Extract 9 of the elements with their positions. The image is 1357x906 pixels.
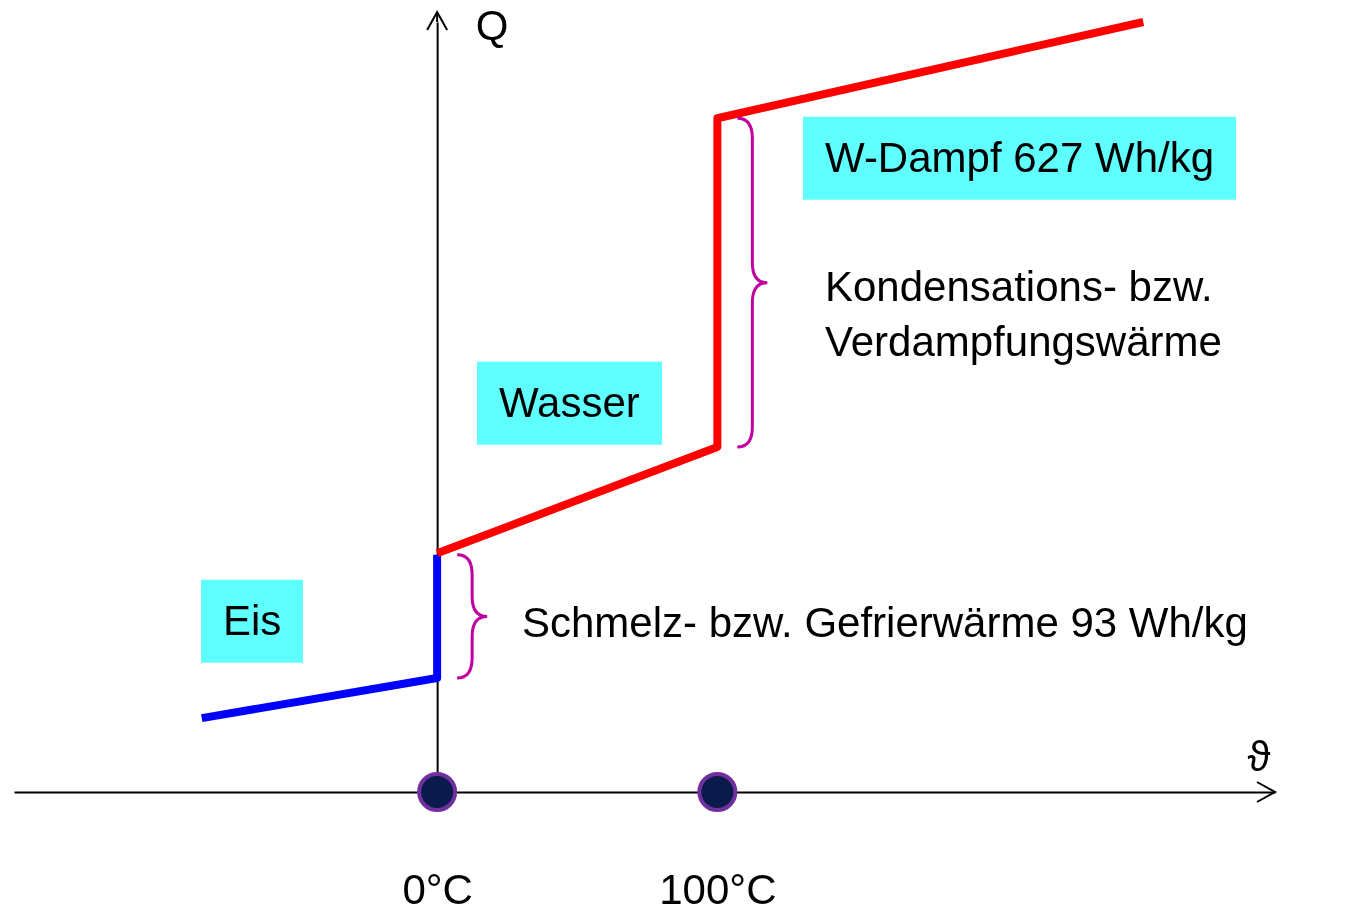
- x-tick-label: 0°C: [402, 865, 473, 906]
- x-tick-label: 100°C: [659, 865, 777, 906]
- annotation: Kondensations- bzw. Verdampfungswärme: [825, 262, 1222, 367]
- annotation: Schmelz- bzw. Gefrierwärme 93 Wh/kg: [522, 597, 1248, 648]
- x-axis-title: ϑ: [1247, 732, 1271, 780]
- annotation: W-Dampf 627 Wh/kg: [803, 116, 1237, 200]
- y-axis-title: Q: [475, 1, 509, 49]
- annotation: Wasser: [477, 361, 662, 445]
- annotation: Eis: [201, 579, 304, 663]
